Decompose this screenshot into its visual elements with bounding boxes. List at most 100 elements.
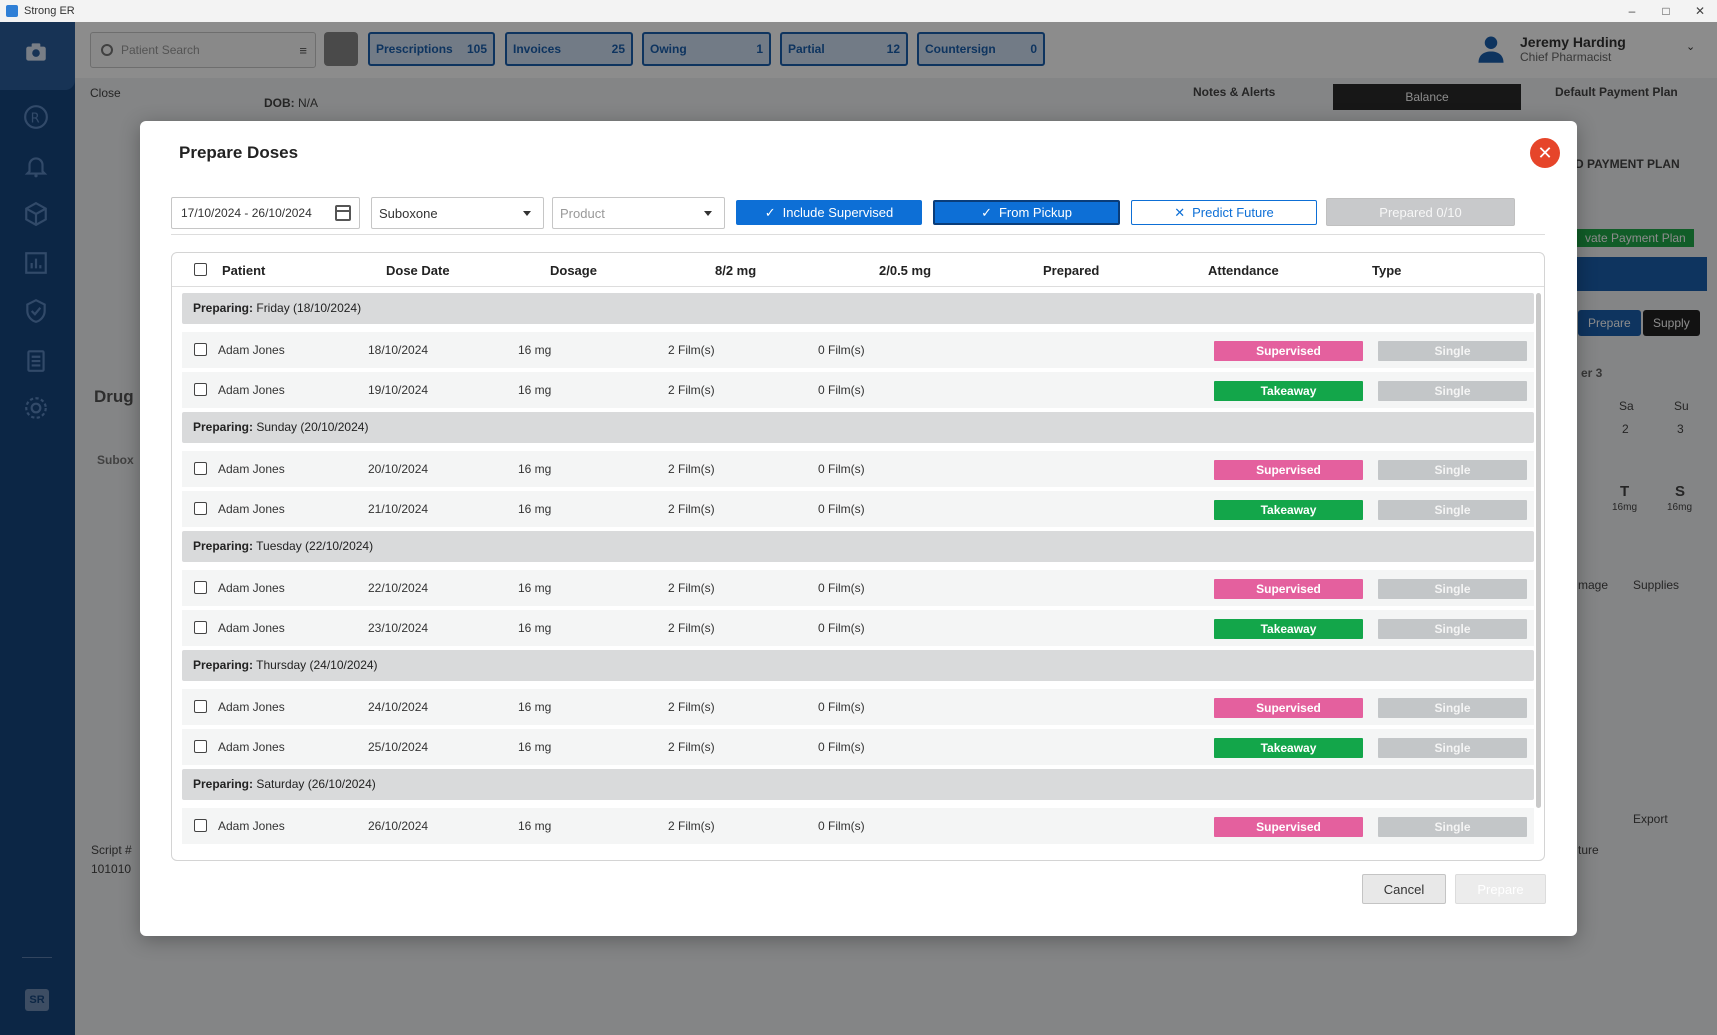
app-logo: SR (25, 989, 49, 1011)
type-badge[interactable]: Single (1378, 460, 1527, 480)
sidebar: R SR (0, 22, 75, 1035)
predict-future-toggle[interactable]: ✕ Predict Future (1131, 200, 1317, 225)
attendance-badge[interactable]: Takeaway (1214, 738, 1363, 758)
row-checkbox[interactable] (194, 819, 207, 832)
cell-dose-date: 19/10/2024 (368, 383, 429, 397)
clipboard-icon[interactable] (22, 346, 50, 374)
drug-select[interactable]: Suboxone (371, 197, 544, 229)
attendance-badge[interactable]: Supervised (1214, 460, 1363, 480)
attendance-badge[interactable]: Supervised (1214, 579, 1363, 599)
calendar-icon[interactable] (335, 205, 351, 221)
col-patient[interactable]: Patient (222, 263, 266, 278)
table-row[interactable]: Adam Jones 18/10/2024 16 mg 2 Film(s) 0 Film… (182, 332, 1534, 368)
row-checkbox[interactable] (194, 502, 207, 515)
patient-user-button[interactable] (324, 32, 358, 66)
bg-subox-label: Subox (97, 453, 134, 467)
minimize-icon[interactable]: – (1628, 4, 1636, 18)
bg-date-3: 3 (1677, 422, 1684, 436)
col-attendance[interactable]: Attendance (1208, 263, 1279, 278)
prepare-button[interactable]: Prepare (1455, 874, 1546, 904)
col-dosage[interactable]: Dosage (550, 263, 597, 278)
col-prepared[interactable]: Prepared (1043, 263, 1100, 278)
window-titlebar: Strong ER – □ ✕ (0, 0, 1717, 22)
drug-select-value: Suboxone (379, 205, 438, 221)
row-checkbox[interactable] (194, 700, 207, 713)
table-row[interactable]: Adam Jones 20/10/2024 16 mg 2 Film(s) 0 Film… (182, 451, 1534, 487)
gear-icon[interactable] (22, 394, 50, 422)
type-badge[interactable]: Single (1378, 698, 1527, 718)
bg-drug-label: Drug (94, 387, 134, 406)
cell-dosage: 16 mg (518, 621, 552, 635)
type-badge[interactable]: Single (1378, 817, 1527, 837)
from-pickup-toggle[interactable]: ✓ From Pickup (933, 200, 1120, 225)
row-checkbox[interactable] (194, 462, 207, 475)
close-icon: ✕ (1537, 143, 1553, 163)
bg-private-payment-plan: vate Payment Plan (1577, 229, 1694, 247)
row-checkbox[interactable] (194, 740, 207, 753)
group-header: Preparing: Friday (18/10/2024) (182, 293, 1534, 324)
table-row[interactable]: Adam Jones 23/10/2024 16 mg 2 Film(s) 0 Film… (182, 610, 1534, 646)
cell-patient: Adam Jones (218, 343, 285, 357)
close-dialog-button[interactable]: ✕ (1530, 138, 1560, 168)
counter-partial[interactable]: Partial 12 (780, 32, 908, 66)
type-badge[interactable]: Single (1378, 579, 1527, 599)
attendance-badge[interactable]: Supervised (1214, 817, 1363, 837)
type-badge[interactable]: Single (1378, 738, 1527, 758)
counter-countersign[interactable]: Countersign 0 (917, 32, 1045, 66)
rx-icon[interactable]: R (22, 103, 50, 131)
table-scrollbar[interactable] (1536, 293, 1541, 808)
box-icon[interactable] (22, 200, 50, 228)
row-checkbox[interactable] (194, 621, 207, 634)
counter-prescriptions[interactable]: Prescriptions 105 (368, 32, 495, 66)
cell-2-0-5-mg: 0 Film(s) (818, 621, 865, 635)
table-row[interactable]: Adam Jones 19/10/2024 16 mg 2 Film(s) 0 Film… (182, 372, 1534, 408)
shield-check-icon[interactable] (22, 297, 50, 325)
camera-icon[interactable] (22, 38, 50, 66)
cancel-button[interactable]: Cancel (1362, 874, 1446, 904)
date-range-input[interactable]: 17/10/2024 - 26/10/2024 (171, 197, 360, 229)
attendance-badge[interactable]: Supervised (1214, 698, 1363, 718)
select-all-checkbox[interactable] (194, 263, 207, 276)
table-row[interactable]: Adam Jones 21/10/2024 16 mg 2 Film(s) 0 Film… (182, 491, 1534, 527)
cell-2-0-5-mg: 0 Film(s) (818, 740, 865, 754)
attendance-badge[interactable]: Takeaway (1214, 500, 1363, 520)
user-info[interactable]: Jeremy Harding Chief Pharmacist ⌄ (1478, 34, 1700, 64)
type-badge[interactable]: Single (1378, 619, 1527, 639)
table-row[interactable]: Adam Jones 22/10/2024 16 mg 2 Film(s) 0 Film… (182, 570, 1534, 606)
row-checkbox[interactable] (194, 383, 207, 396)
table-row[interactable]: Adam Jones 25/10/2024 16 mg 2 Film(s) 0 Film… (182, 729, 1534, 765)
col-dose-date[interactable]: Dose Date (386, 263, 450, 278)
bell-icon[interactable] (22, 152, 50, 180)
attendance-badge[interactable]: Takeaway (1214, 381, 1363, 401)
close-window-icon[interactable]: ✕ (1694, 4, 1706, 18)
col-type[interactable]: Type (1372, 263, 1402, 278)
counter-owing[interactable]: Owing 1 (642, 32, 771, 66)
cell-dosage: 16 mg (518, 581, 552, 595)
search-icon (101, 44, 113, 56)
table-row[interactable]: Adam Jones 24/10/2024 16 mg 2 Film(s) 0 Film… (182, 689, 1534, 725)
maximize-icon[interactable]: □ (1662, 4, 1670, 18)
chart-icon[interactable] (22, 249, 50, 277)
filter-settings-icon[interactable]: ≡ (299, 42, 307, 58)
attendance-badge[interactable]: Takeaway (1214, 619, 1363, 639)
type-badge[interactable]: Single (1378, 500, 1527, 520)
type-badge[interactable]: Single (1378, 381, 1527, 401)
group-prefix: Preparing: (193, 658, 254, 672)
bg-blue-bar (1577, 257, 1707, 291)
bg-image-button: mage (1578, 578, 1609, 592)
patient-search-input[interactable]: Patient Search ≡ (90, 32, 316, 68)
attendance-badge[interactable]: Supervised (1214, 341, 1363, 361)
counter-invoices[interactable]: Invoices 25 (505, 32, 633, 66)
row-checkbox[interactable] (194, 581, 207, 594)
bg-prepare-button: Prepare (1578, 310, 1641, 336)
cell-2-0-5-mg: 0 Film(s) (818, 502, 865, 516)
row-checkbox[interactable] (194, 343, 207, 356)
col-8-2-mg[interactable]: 8/2 mg (715, 263, 757, 278)
chevron-down-icon[interactable]: ⌄ (1686, 41, 1696, 53)
include-supervised-toggle[interactable]: ✓ Include Supervised (736, 200, 922, 225)
product-select[interactable]: Product (552, 197, 725, 229)
include-supervised-label: Include Supervised (782, 205, 894, 220)
col-2-0-5-mg[interactable]: 2/0.5 mg (879, 263, 932, 278)
table-row[interactable]: Adam Jones 26/10/2024 16 mg 2 Film(s) 0 Film… (182, 808, 1534, 844)
type-badge[interactable]: Single (1378, 341, 1527, 361)
